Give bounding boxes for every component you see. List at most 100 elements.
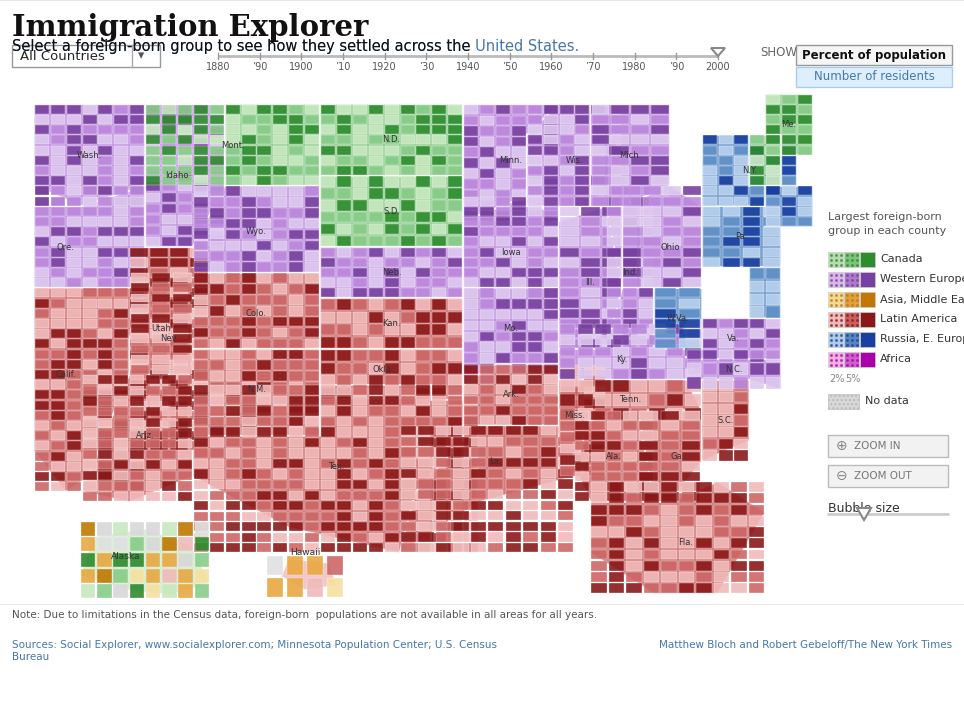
Text: Ark.: Ark.: [502, 390, 520, 399]
Bar: [274, 393, 287, 402]
Bar: [146, 522, 160, 536]
Text: Me.: Me.: [782, 120, 796, 129]
Bar: [416, 438, 431, 447]
Bar: [35, 248, 49, 257]
Bar: [83, 248, 96, 257]
Bar: [321, 396, 335, 405]
Bar: [782, 145, 796, 154]
Bar: [401, 385, 415, 395]
Bar: [416, 236, 431, 246]
Text: SHOW: SHOW: [760, 46, 797, 60]
Bar: [115, 339, 128, 348]
Bar: [732, 494, 747, 503]
Bar: [559, 166, 574, 175]
Bar: [210, 428, 224, 437]
Text: ⊖: ⊖: [836, 469, 847, 483]
Text: No data: No data: [865, 397, 909, 406]
Bar: [385, 236, 399, 246]
Bar: [416, 299, 431, 310]
Bar: [226, 470, 240, 479]
Bar: [763, 258, 780, 267]
Bar: [83, 431, 96, 440]
Bar: [433, 224, 446, 234]
Bar: [289, 263, 304, 272]
Text: 1960: 1960: [539, 62, 564, 72]
Bar: [130, 442, 148, 451]
Bar: [337, 417, 351, 426]
Bar: [162, 492, 176, 501]
Bar: [130, 360, 148, 369]
Bar: [307, 578, 323, 597]
Bar: [512, 211, 525, 221]
Bar: [663, 278, 681, 287]
Bar: [81, 569, 95, 583]
Bar: [735, 404, 748, 414]
Bar: [98, 339, 113, 348]
Bar: [210, 193, 224, 202]
Bar: [652, 187, 669, 195]
Bar: [194, 491, 208, 500]
Bar: [418, 532, 434, 542]
Bar: [353, 125, 367, 134]
Bar: [401, 188, 415, 199]
Bar: [544, 237, 557, 246]
Bar: [257, 230, 272, 239]
Bar: [660, 462, 680, 471]
Bar: [560, 410, 581, 420]
Bar: [766, 145, 780, 154]
Bar: [611, 115, 629, 124]
Bar: [151, 273, 171, 282]
Bar: [385, 268, 399, 277]
Bar: [306, 491, 319, 500]
Bar: [242, 382, 255, 392]
Bar: [624, 258, 641, 267]
Bar: [369, 337, 383, 348]
Bar: [289, 328, 304, 338]
Bar: [51, 360, 65, 369]
Bar: [257, 105, 272, 114]
Bar: [828, 252, 843, 267]
Bar: [584, 376, 604, 386]
Bar: [306, 393, 319, 402]
Bar: [667, 394, 683, 406]
Bar: [150, 411, 168, 420]
Bar: [623, 411, 637, 420]
Bar: [527, 115, 542, 124]
Bar: [732, 527, 747, 537]
Bar: [495, 310, 510, 319]
Bar: [35, 350, 49, 359]
Bar: [639, 268, 653, 277]
Bar: [51, 431, 65, 440]
Bar: [718, 135, 733, 145]
Bar: [97, 569, 112, 583]
Bar: [416, 125, 431, 134]
Bar: [195, 569, 209, 583]
Bar: [541, 490, 556, 499]
Bar: [495, 116, 510, 125]
Bar: [35, 217, 49, 226]
Bar: [782, 145, 796, 154]
Bar: [592, 516, 607, 526]
Bar: [558, 437, 574, 446]
Bar: [289, 125, 304, 134]
Bar: [83, 442, 96, 451]
Bar: [353, 533, 367, 542]
Bar: [527, 395, 542, 404]
Bar: [173, 314, 192, 323]
Bar: [416, 417, 431, 426]
Bar: [401, 458, 416, 468]
Bar: [178, 460, 192, 470]
Bar: [274, 501, 287, 510]
Bar: [210, 491, 224, 500]
Bar: [527, 310, 542, 319]
Bar: [369, 362, 383, 373]
Bar: [470, 532, 486, 542]
Bar: [385, 376, 399, 387]
Text: ▾: ▾: [138, 50, 145, 62]
Bar: [464, 299, 478, 309]
Bar: [782, 115, 796, 124]
Bar: [130, 370, 148, 379]
Bar: [327, 556, 343, 575]
Bar: [480, 197, 494, 206]
Bar: [527, 201, 542, 210]
